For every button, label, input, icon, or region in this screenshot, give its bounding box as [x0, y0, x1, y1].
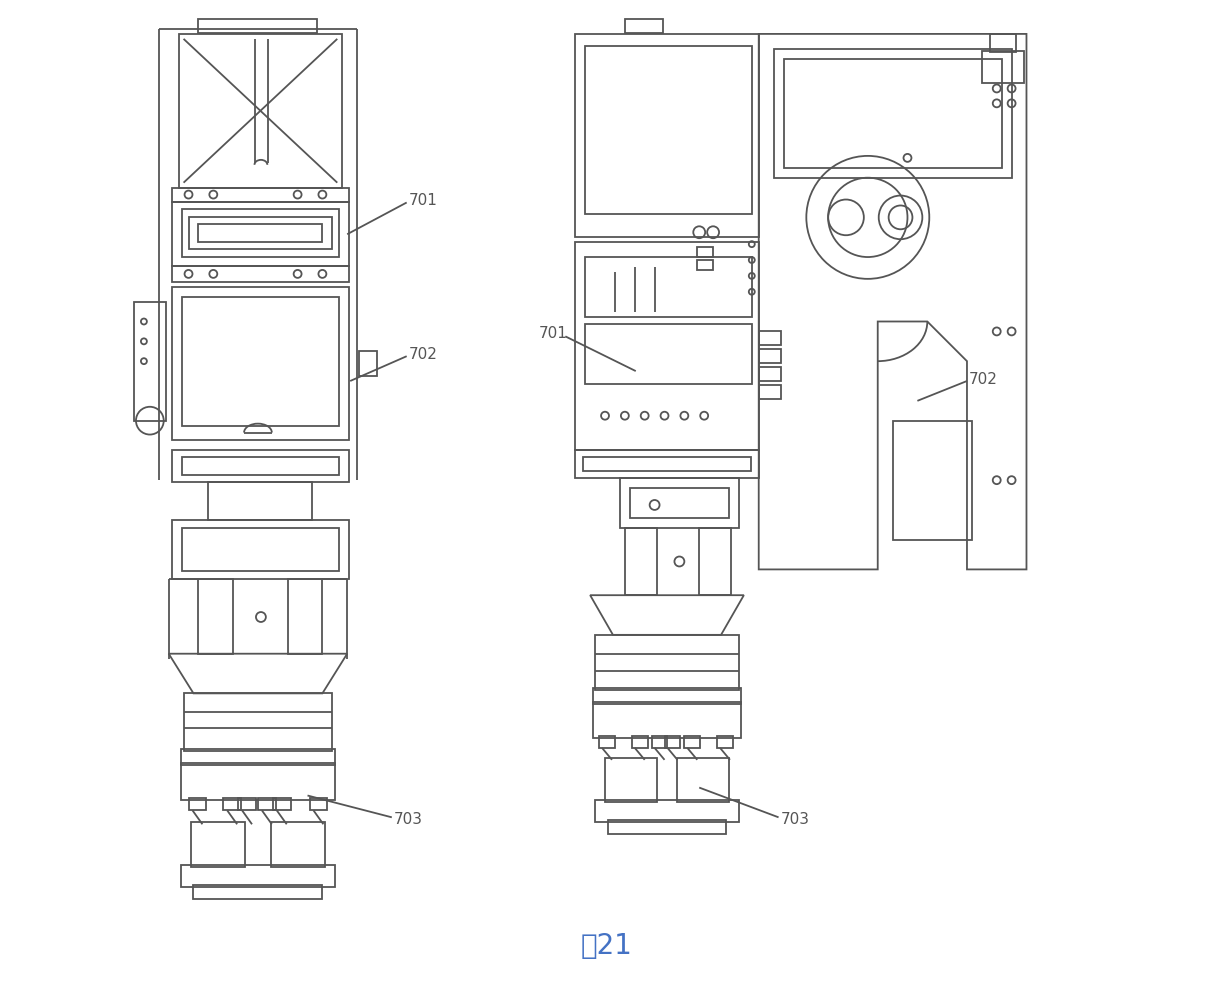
Bar — [171, 287, 349, 441]
Bar — [575, 451, 758, 479]
Bar — [605, 758, 656, 802]
Bar — [181, 749, 335, 765]
Bar — [575, 242, 758, 451]
Text: 702: 702 — [408, 347, 437, 362]
Bar — [593, 688, 741, 704]
Bar — [273, 798, 290, 810]
Bar — [181, 865, 335, 887]
Bar — [608, 820, 727, 834]
Bar — [990, 34, 1016, 52]
Bar — [238, 798, 256, 810]
Bar — [171, 188, 349, 202]
Bar — [191, 822, 245, 867]
Bar — [758, 385, 780, 399]
Bar — [258, 798, 276, 810]
Bar — [678, 758, 729, 802]
Bar — [625, 527, 656, 595]
Bar — [586, 257, 752, 317]
Text: 703: 703 — [394, 812, 423, 827]
Bar — [171, 451, 349, 483]
Bar — [758, 332, 780, 346]
Bar — [632, 736, 648, 748]
Text: 702: 702 — [968, 372, 998, 387]
Bar — [575, 34, 758, 237]
Bar — [593, 702, 741, 738]
Bar — [717, 736, 733, 748]
Bar — [583, 458, 751, 472]
Bar — [271, 822, 326, 867]
Bar — [595, 800, 739, 822]
Bar — [181, 458, 339, 476]
Bar — [181, 763, 335, 800]
Bar — [774, 49, 1012, 178]
Bar — [198, 19, 317, 33]
Bar — [586, 325, 752, 384]
Bar — [758, 367, 780, 381]
Bar — [181, 527, 339, 571]
Bar — [310, 798, 327, 810]
Bar — [684, 736, 700, 748]
Bar — [629, 489, 729, 517]
Bar — [171, 519, 349, 579]
Bar — [697, 247, 713, 257]
Bar — [193, 885, 322, 899]
Bar — [360, 352, 377, 376]
Text: 703: 703 — [780, 812, 809, 827]
Bar — [784, 59, 1001, 168]
Bar — [599, 736, 615, 748]
Bar — [665, 736, 680, 748]
Bar — [758, 350, 780, 364]
Bar — [183, 693, 333, 751]
Bar — [179, 34, 343, 188]
Bar — [697, 260, 713, 270]
Bar — [134, 302, 165, 421]
Bar — [181, 210, 339, 257]
Bar — [625, 19, 662, 33]
Bar — [651, 736, 667, 748]
Bar — [181, 297, 339, 426]
Text: 图21: 图21 — [581, 932, 633, 960]
Text: 701: 701 — [538, 326, 567, 341]
Bar — [171, 202, 349, 266]
Bar — [893, 421, 972, 539]
Bar — [288, 579, 322, 653]
Bar — [586, 46, 752, 215]
Bar — [208, 483, 312, 519]
Bar — [699, 527, 731, 595]
Bar — [620, 479, 739, 527]
Bar — [171, 266, 349, 282]
Bar — [188, 218, 333, 249]
Bar — [188, 798, 207, 810]
Bar — [595, 634, 739, 690]
Bar — [198, 579, 233, 653]
Bar — [982, 51, 1023, 83]
Bar — [224, 798, 241, 810]
Text: 701: 701 — [408, 193, 437, 208]
Bar — [198, 225, 322, 242]
